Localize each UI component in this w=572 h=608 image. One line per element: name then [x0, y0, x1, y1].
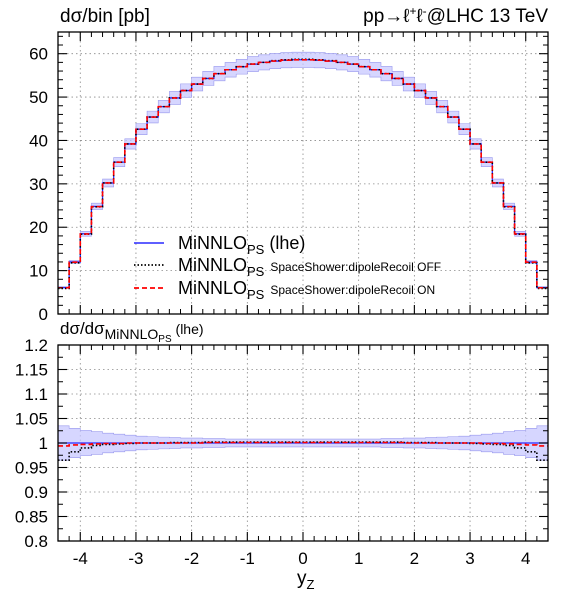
legend-label-on: MiNNLOPS SpaceShower:dipoleRecoil ON — [178, 278, 435, 302]
title-lepton: ℓ — [416, 6, 422, 27]
y-tick-label: 1 — [39, 434, 48, 453]
y-tick-label: 30 — [29, 175, 48, 194]
legend-label-off: MiNNLOPS SpaceShower:dipoleRecoil OFF — [178, 255, 441, 279]
y-tick-label: 0.9 — [24, 483, 48, 502]
legend-entry-on: MiNNLOPS SpaceShower:dipoleRecoil ON — [134, 278, 435, 302]
top-title-left: dσ/bin [pb] — [60, 6, 150, 27]
x-tick-label: 0 — [298, 549, 307, 568]
title-sup-minus: - — [423, 4, 427, 18]
y-tick-label: 1.05 — [15, 410, 48, 429]
legend-label-lhe: MiNNLOPS (lhe) — [178, 233, 305, 257]
ratio-ylabel: dσ/dσMiNNLOPS (lhe) — [60, 319, 204, 345]
y-tick-label: 0.8 — [24, 532, 48, 551]
ratio-line-recoil-on — [58, 441, 548, 447]
top-line-recoil-off — [58, 58, 548, 290]
top-ticks: 0 10 20 30 40 50 60 — [29, 32, 549, 324]
x-tick-label: -2 — [184, 549, 199, 568]
x-tick-label: 1 — [354, 549, 363, 568]
y-tick-label: 10 — [29, 262, 48, 281]
legend-entry-off: MiNNLOPS SpaceShower:dipoleRecoil OFF — [134, 255, 441, 279]
top-title-right: pp→ℓ+ℓ-@LHC 13 TeV — [363, 4, 548, 27]
top-series-lines — [58, 58, 548, 290]
y-tick-label: 20 — [29, 218, 48, 237]
x-tick-label: -4 — [73, 549, 88, 568]
x-tick-label: 4 — [521, 549, 530, 568]
top-grid — [58, 32, 548, 314]
top-line-recoil-on — [58, 58, 548, 289]
legend: MiNNLOPS (lhe) MiNNLOPS SpaceShower:dipol… — [134, 233, 441, 302]
y-tick-label: 1.2 — [24, 336, 48, 355]
title-process: pp→ℓ — [363, 6, 409, 27]
y-tick-label: 1.1 — [24, 385, 48, 404]
x-tick-label: 3 — [465, 549, 474, 568]
ratio-ticks: -4 -3 -2 -1 0 1 2 3 4 0.8 0.85 0.9 0.95 1 1.05 1.1 1.15 1… — [15, 336, 549, 568]
y-tick-label: 50 — [29, 88, 48, 107]
legend-entry-lhe: MiNNLOPS (lhe) — [134, 233, 305, 257]
title-sup-plus: + — [409, 4, 416, 18]
y-tick-label: 0.85 — [15, 508, 48, 527]
x-tick-label: 2 — [410, 549, 419, 568]
y-tick-label: 1.15 — [15, 361, 48, 380]
y-tick-label: 40 — [29, 131, 48, 150]
x-tick-label: -1 — [240, 549, 255, 568]
y-tick-label: 0 — [39, 305, 48, 324]
title-collider: @LHC 13 TeV — [427, 6, 549, 27]
y-tick-label: 60 — [29, 45, 48, 64]
ratio-series-lines — [58, 441, 548, 461]
y-tick-label: 0.95 — [15, 459, 48, 478]
x-tick-label: -3 — [128, 549, 143, 568]
x-axis-label: yZ — [297, 568, 315, 592]
